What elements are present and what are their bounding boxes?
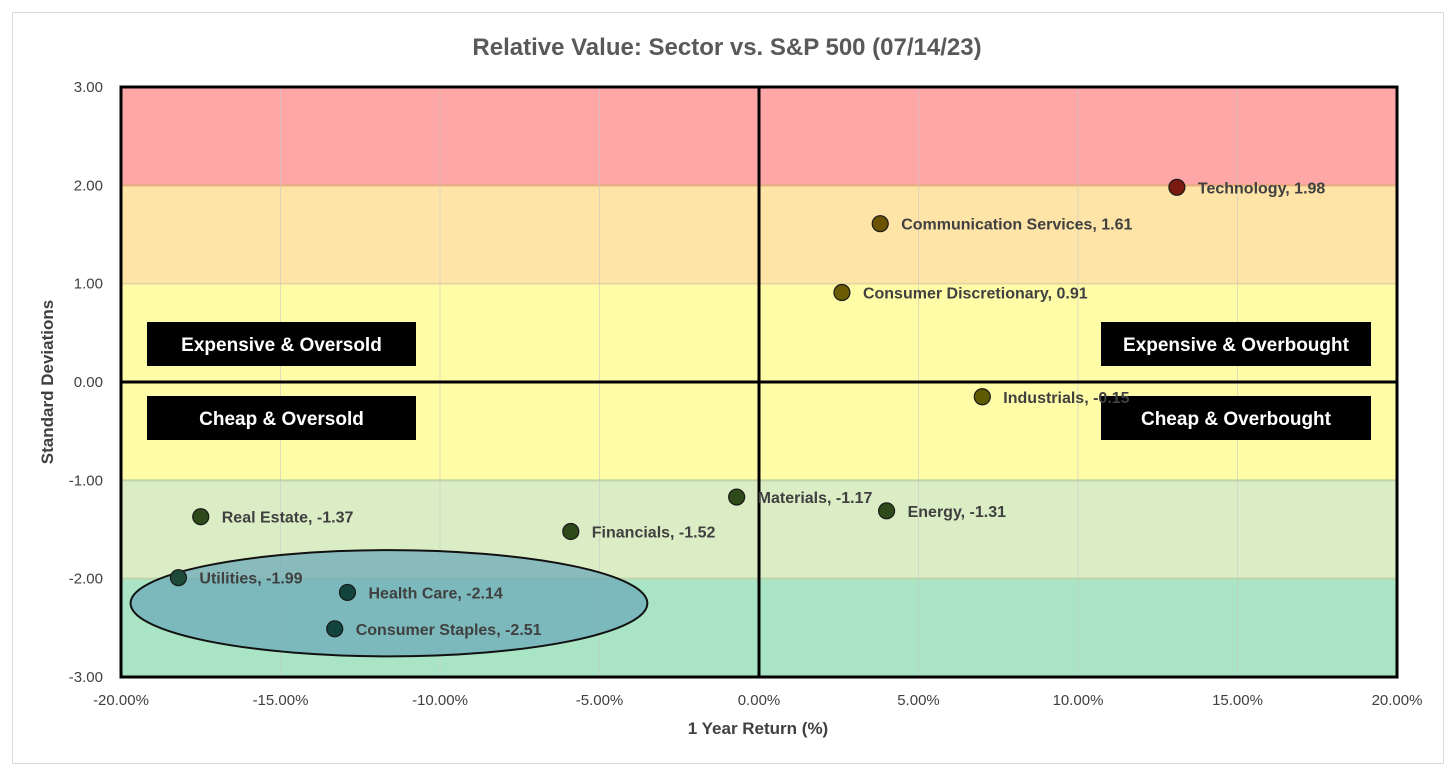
- point-label-3: Industrials, -0.15: [1003, 390, 1129, 407]
- point-label-5: Energy, -1.31: [908, 504, 1007, 521]
- quadrant-label-3: Cheap & Overbought: [1141, 409, 1332, 430]
- y-tick-2: 1.00: [74, 276, 103, 293]
- x-tick-4: 0.00%: [738, 692, 781, 709]
- x-tick-0: -20.00%: [93, 692, 149, 709]
- point-5: [877, 502, 896, 520]
- x-tick-2: -10.00%: [412, 692, 468, 709]
- y-tick-4: -1.00: [69, 472, 103, 489]
- quadrant-label-1: Expensive & Overbought: [1123, 335, 1350, 356]
- x-tick-8: 20.00%: [1372, 692, 1423, 709]
- point-label-4: Materials, -1.17: [758, 490, 873, 507]
- y-tick-6: -3.00: [69, 669, 103, 686]
- point-label-2: Consumer Discretionary, 0.91: [863, 286, 1088, 303]
- point-9: [338, 583, 357, 602]
- quadrant-labels: Expensive & Oversold Expensive & Overboug…: [147, 322, 1371, 440]
- point-3: [973, 388, 991, 406]
- x-tick-3: -5.00%: [576, 692, 624, 709]
- highlight-layer: [129, 549, 649, 658]
- y-tick-1: 2.00: [74, 177, 103, 194]
- point-label-6: Real Estate, -1.37: [222, 510, 354, 527]
- y-tick-0: 3.00: [74, 79, 103, 96]
- y-tick-3: 0.00: [74, 374, 103, 391]
- quadrant-box-0: [147, 322, 416, 366]
- point-7: [562, 522, 580, 541]
- point-8: [169, 569, 188, 587]
- quadrant-box-2: [147, 396, 416, 440]
- point-4: [728, 488, 746, 506]
- point-6: [192, 508, 210, 526]
- quadrant-dividers: [119, 85, 1399, 679]
- chart-title: Relative Value: Sector vs. S&P 500 (07/1…: [472, 34, 981, 61]
- x-axis-label: 1 Year Return (%): [688, 719, 828, 738]
- point-label-10: Consumer Staples, -2.51: [356, 622, 542, 639]
- chart-frame: [12, 12, 1444, 764]
- x-axis-ticks: -20.00% -15.00% -10.00% -5.00% 0.00% 5.00% 10.…: [93, 692, 1422, 709]
- y-axis-label: Standard Deviations: [38, 300, 57, 464]
- highlight-ellipse: [129, 549, 649, 658]
- point-label-8: Utilities, -1.99: [199, 571, 302, 588]
- quadrant-box-3: [1101, 396, 1371, 440]
- y-axis-ticks: 3.00 2.00 1.00 0.00 -1.00 -2.00 -3.00: [69, 79, 103, 686]
- x-tick-6: 10.00%: [1053, 692, 1104, 709]
- point-0: [1168, 178, 1186, 196]
- data-points: Technology, 1.98 Communication Services, …: [169, 178, 1326, 639]
- x-tick-5: 5.00%: [897, 692, 940, 709]
- point-1: [871, 215, 889, 233]
- quadrant-box-1: [1101, 322, 1371, 366]
- point-label-1: Communication Services, 1.61: [901, 217, 1132, 234]
- quadrant-label-0: Expensive & Oversold: [181, 335, 382, 356]
- point-label-7: Financials, -1.52: [592, 524, 716, 541]
- x-tick-1: -15.00%: [253, 692, 309, 709]
- point-label-0: Technology, 1.98: [1198, 180, 1326, 197]
- y-tick-5: -2.00: [69, 571, 103, 588]
- point-10: [326, 620, 344, 638]
- point-2: [833, 283, 851, 302]
- quadrant-label-2: Cheap & Oversold: [199, 409, 364, 430]
- x-tick-7: 15.00%: [1212, 692, 1263, 709]
- point-label-9: Health Care, -2.14: [368, 585, 502, 602]
